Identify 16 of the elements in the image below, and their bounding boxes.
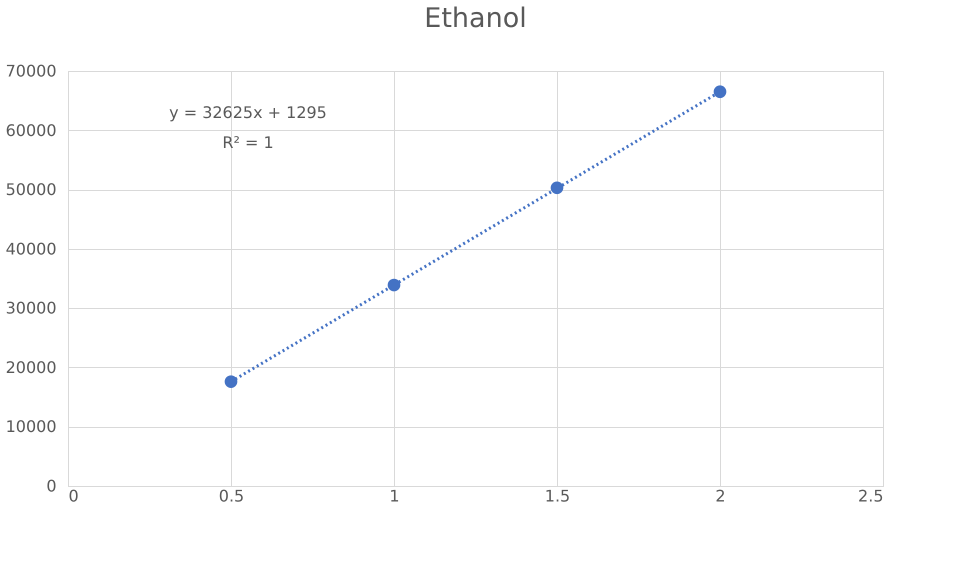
y-tick-label: 30000	[6, 298, 56, 318]
y-tick-label: 50000	[6, 180, 56, 200]
x-tick-label: 2.5	[858, 486, 884, 506]
annotation: R² = 1	[222, 133, 274, 152]
y-tick-label: 70000	[6, 62, 56, 80]
y-tick-label: 10000	[6, 417, 56, 436]
x-tick-label: 1.5	[544, 486, 570, 506]
chart-title: Ethanol	[424, 3, 527, 34]
y-tick-label: 20000	[6, 358, 56, 377]
annotation: y = 32625x + 1295	[169, 103, 327, 122]
x-tick-label: 1	[389, 486, 400, 506]
y-tick-label: 40000	[6, 239, 56, 258]
x-tick-label: 2	[715, 486, 726, 506]
x-tick-label: 0.5	[218, 486, 244, 506]
y-tick-label: 60000	[6, 120, 56, 140]
x-tick-label: 0	[68, 486, 79, 506]
